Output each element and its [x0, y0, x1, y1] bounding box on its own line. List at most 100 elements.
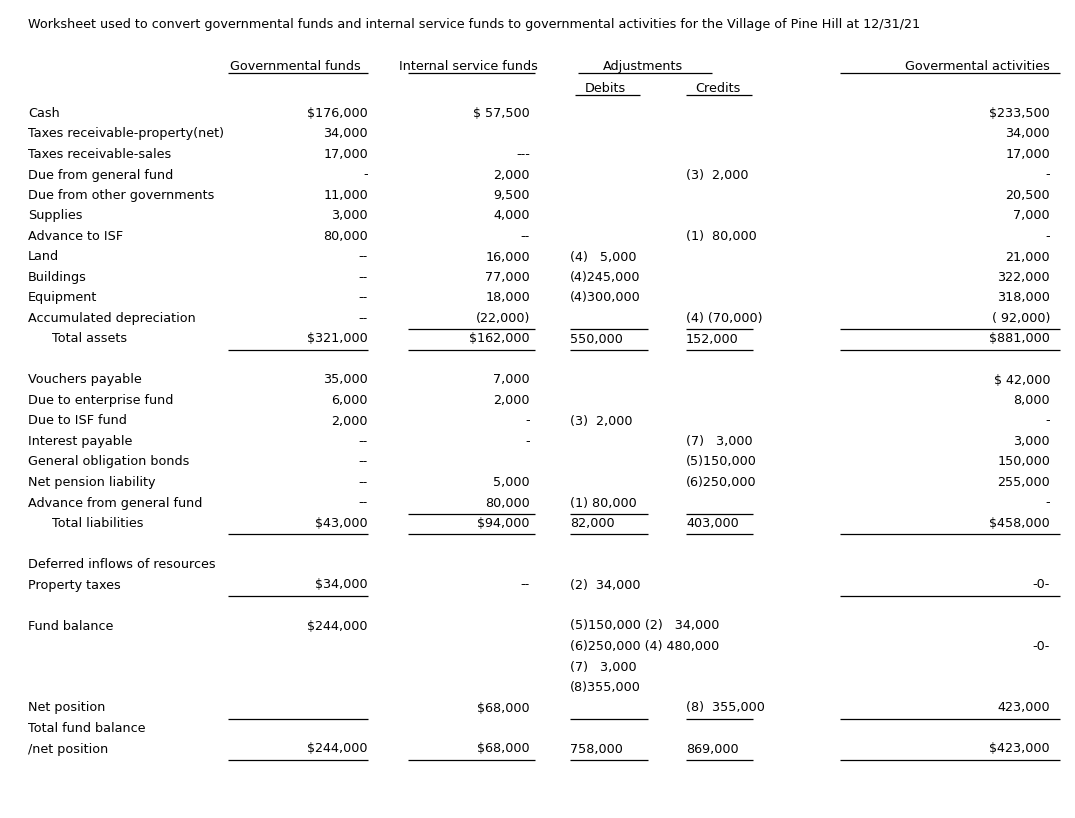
Text: $244,000: $244,000 — [307, 743, 368, 756]
Text: 35,000: 35,000 — [324, 374, 368, 386]
Text: (6)250,000 (4) 480,000: (6)250,000 (4) 480,000 — [570, 640, 719, 653]
Text: Accumulated depreciation: Accumulated depreciation — [28, 312, 196, 325]
Text: -0-: -0- — [1033, 640, 1050, 653]
Text: $176,000: $176,000 — [307, 107, 368, 120]
Text: 2,000: 2,000 — [493, 394, 530, 407]
Text: Fund balance: Fund balance — [28, 619, 113, 632]
Text: Net position: Net position — [28, 702, 105, 714]
Text: 18,000: 18,000 — [485, 291, 530, 304]
Text: --: -- — [359, 271, 368, 284]
Text: $68,000: $68,000 — [477, 743, 530, 756]
Text: -: - — [1045, 497, 1050, 510]
Text: 34,000: 34,000 — [1005, 128, 1050, 141]
Text: 80,000: 80,000 — [324, 230, 368, 243]
Text: --: -- — [359, 291, 368, 304]
Text: (4)245,000: (4)245,000 — [570, 271, 641, 284]
Text: Due from other governments: Due from other governments — [28, 189, 214, 202]
Text: $43,000: $43,000 — [315, 517, 368, 530]
Text: -: - — [363, 169, 368, 182]
Text: 152,000: 152,000 — [686, 332, 739, 345]
Text: $34,000: $34,000 — [315, 578, 368, 591]
Text: -: - — [1045, 230, 1050, 243]
Text: 7,000: 7,000 — [1014, 209, 1050, 222]
Text: 318,000: 318,000 — [998, 291, 1050, 304]
Text: --: -- — [359, 312, 368, 325]
Text: (1) 80,000: (1) 80,000 — [570, 497, 636, 510]
Text: 403,000: 403,000 — [686, 517, 739, 530]
Text: Due to ISF fund: Due to ISF fund — [28, 415, 127, 428]
Text: (2)  34,000: (2) 34,000 — [570, 578, 641, 591]
Text: 9,500: 9,500 — [493, 189, 530, 202]
Text: --: -- — [520, 578, 530, 591]
Text: (8)  355,000: (8) 355,000 — [686, 702, 765, 714]
Text: Total fund balance: Total fund balance — [28, 722, 145, 735]
Text: 16,000: 16,000 — [486, 250, 530, 263]
Text: $ 57,500: $ 57,500 — [473, 107, 530, 120]
Text: Net pension liability: Net pension liability — [28, 476, 156, 489]
Text: 550,000: 550,000 — [570, 332, 622, 345]
Text: 7,000: 7,000 — [493, 374, 530, 386]
Text: $162,000: $162,000 — [470, 332, 530, 345]
Text: ( 92,000): ( 92,000) — [991, 312, 1050, 325]
Text: --: -- — [359, 497, 368, 510]
Text: 2,000: 2,000 — [493, 169, 530, 182]
Text: ---: --- — [516, 148, 530, 161]
Text: 3,000: 3,000 — [1014, 435, 1050, 448]
Text: $244,000: $244,000 — [307, 619, 368, 632]
Text: 758,000: 758,000 — [570, 743, 622, 756]
Text: 17,000: 17,000 — [1005, 148, 1050, 161]
Text: (7)   3,000: (7) 3,000 — [686, 435, 752, 448]
Text: 6,000: 6,000 — [331, 394, 368, 407]
Text: $458,000: $458,000 — [989, 517, 1050, 530]
Text: Land: Land — [28, 250, 59, 263]
Text: 80,000: 80,000 — [485, 497, 530, 510]
Text: Internal service funds: Internal service funds — [399, 60, 538, 73]
Text: /net position: /net position — [28, 743, 109, 756]
Text: (7)   3,000: (7) 3,000 — [570, 660, 636, 673]
Text: Vouchers payable: Vouchers payable — [28, 374, 142, 386]
Text: --: -- — [359, 476, 368, 489]
Text: $ 42,000: $ 42,000 — [993, 374, 1050, 386]
Text: Buildings: Buildings — [28, 271, 87, 284]
Text: --: -- — [359, 435, 368, 448]
Text: (6)250,000: (6)250,000 — [686, 476, 757, 489]
Text: Total assets: Total assets — [28, 332, 127, 345]
Text: (4)300,000: (4)300,000 — [570, 291, 641, 304]
Text: -: - — [526, 435, 530, 448]
Text: $68,000: $68,000 — [477, 702, 530, 714]
Text: 21,000: 21,000 — [1005, 250, 1050, 263]
Text: (3)  2,000: (3) 2,000 — [570, 415, 632, 428]
Text: $321,000: $321,000 — [307, 332, 368, 345]
Text: Worksheet used to convert governmental funds and internal service funds to gover: Worksheet used to convert governmental f… — [28, 18, 920, 31]
Text: Taxes receivable-sales: Taxes receivable-sales — [28, 148, 171, 161]
Text: 869,000: 869,000 — [686, 743, 739, 756]
Text: 20,500: 20,500 — [1005, 189, 1050, 202]
Text: Advance from general fund: Advance from general fund — [28, 497, 202, 510]
Text: -0-: -0- — [1033, 578, 1050, 591]
Text: 5,000: 5,000 — [493, 476, 530, 489]
Text: --: -- — [359, 250, 368, 263]
Text: (4) (70,000): (4) (70,000) — [686, 312, 762, 325]
Text: Debits: Debits — [585, 82, 626, 95]
Text: 255,000: 255,000 — [998, 476, 1050, 489]
Text: Supplies: Supplies — [28, 209, 83, 222]
Text: 3,000: 3,000 — [331, 209, 368, 222]
Text: Total liabilities: Total liabilities — [28, 517, 143, 530]
Text: General obligation bonds: General obligation bonds — [28, 456, 189, 469]
Text: $423,000: $423,000 — [989, 743, 1050, 756]
Text: (22,000): (22,000) — [475, 312, 530, 325]
Text: $233,500: $233,500 — [989, 107, 1050, 120]
Text: 77,000: 77,000 — [485, 271, 530, 284]
Text: 423,000: 423,000 — [998, 702, 1050, 714]
Text: -: - — [526, 415, 530, 428]
Text: Govermental activities: Govermental activities — [905, 60, 1050, 73]
Text: 17,000: 17,000 — [324, 148, 368, 161]
Text: Credits: Credits — [696, 82, 741, 95]
Text: Due from general fund: Due from general fund — [28, 169, 173, 182]
Text: (5)150,000: (5)150,000 — [686, 456, 757, 469]
Text: (3)  2,000: (3) 2,000 — [686, 169, 748, 182]
Text: Cash: Cash — [28, 107, 60, 120]
Text: $881,000: $881,000 — [989, 332, 1050, 345]
Text: 34,000: 34,000 — [324, 128, 368, 141]
Text: -: - — [1045, 169, 1050, 182]
